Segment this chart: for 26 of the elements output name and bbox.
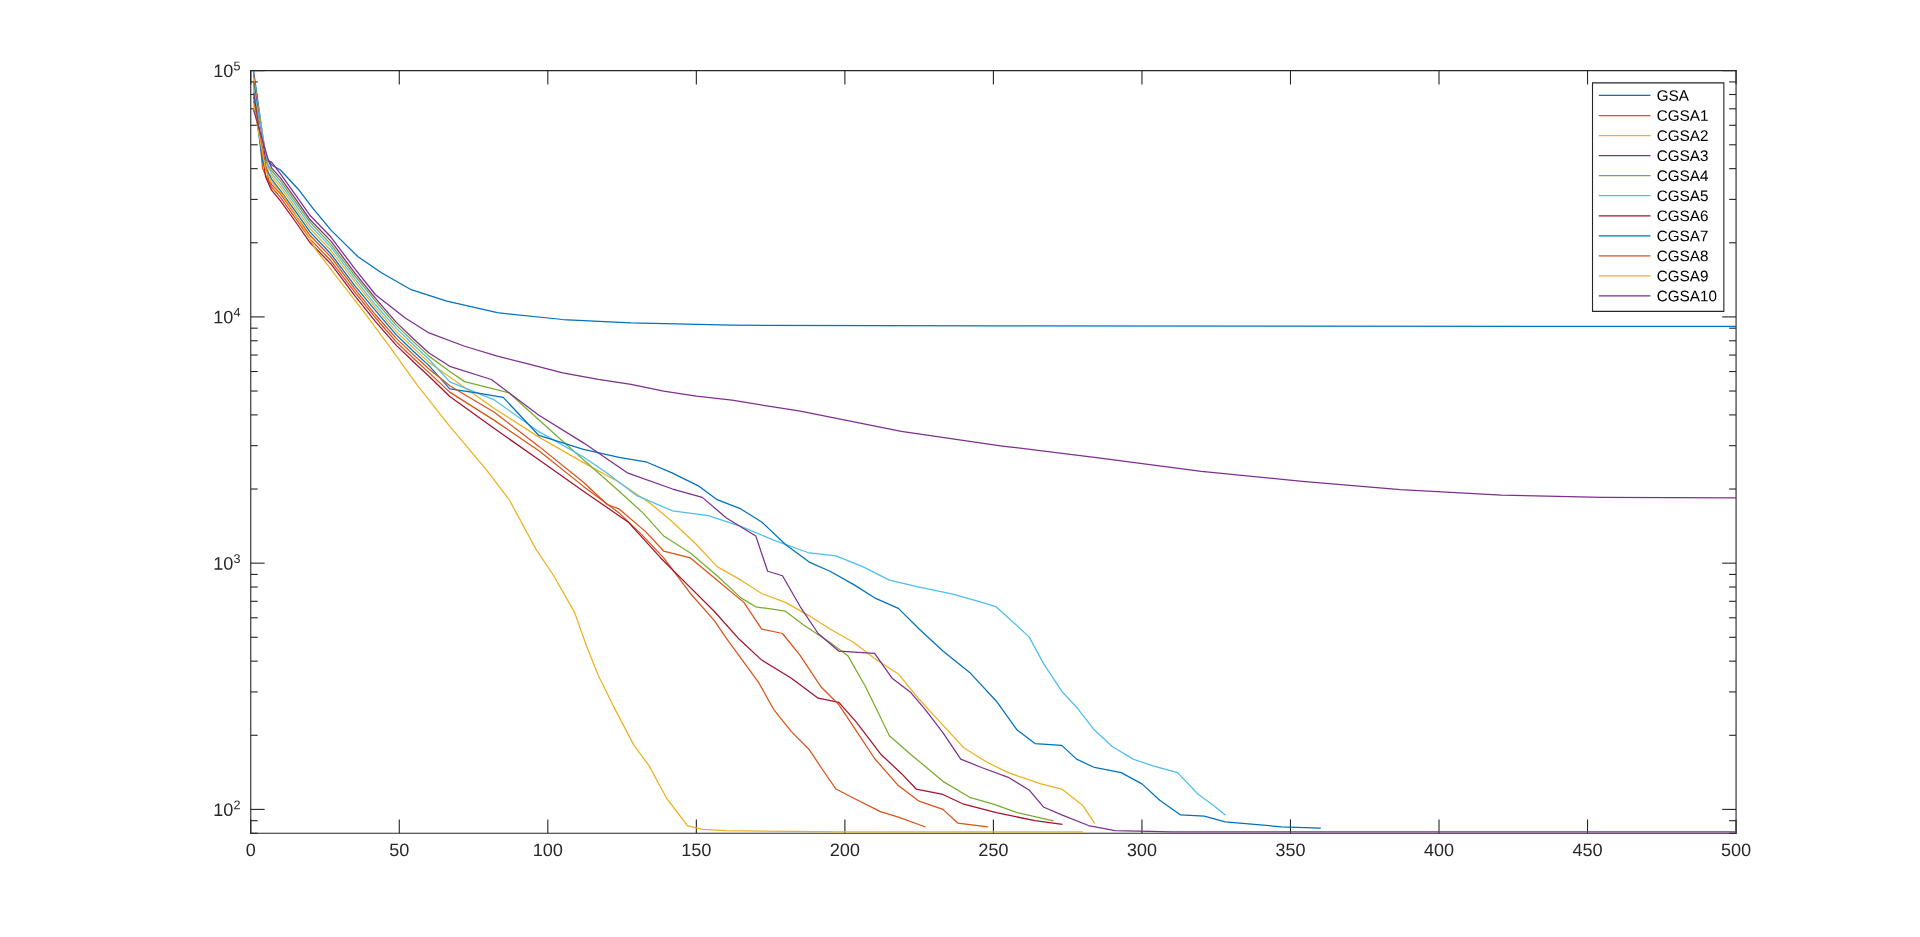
x-tick-label: 300 [1127,843,1157,857]
legend-label: CGSA5 [1657,190,1708,202]
y-tick-label: 10$^{5}$ [214,61,240,78]
x-tick-label: 450 [1572,843,1602,857]
x-tick-label: 100 [534,843,563,857]
x-tick-label: 500 [1721,843,1751,857]
y-tick-label: 10$^{2}$ [214,800,240,817]
legend-label: GSA [1657,90,1689,101]
legend-label: CGSA1 [1657,110,1708,122]
x-tick-label: 50 [389,843,409,857]
legend-label: CGSA7 [1657,230,1708,242]
y-tick-label: 10$^{4}$ [214,307,241,324]
legend-label: CGSA6 [1657,210,1708,222]
x-tick-label: 200 [830,843,860,857]
x-tick-label: 350 [1276,843,1305,857]
legend-label: CGSA10 [1657,290,1717,302]
legend-label: CGSA2 [1657,130,1708,142]
legend-label: CGSA3 [1657,150,1708,162]
x-tick-label: 0 [246,843,256,857]
y-tick-label: 10$^{3}$ [214,554,240,570]
x-tick-label: 400 [1424,843,1454,857]
x-tick-label: 150 [682,843,711,857]
legend-label: CGSA4 [1657,170,1709,182]
legend-label: CGSA8 [1657,250,1708,262]
x-tick-label: 250 [979,843,1008,857]
legend-label: CGSA9 [1657,270,1708,282]
